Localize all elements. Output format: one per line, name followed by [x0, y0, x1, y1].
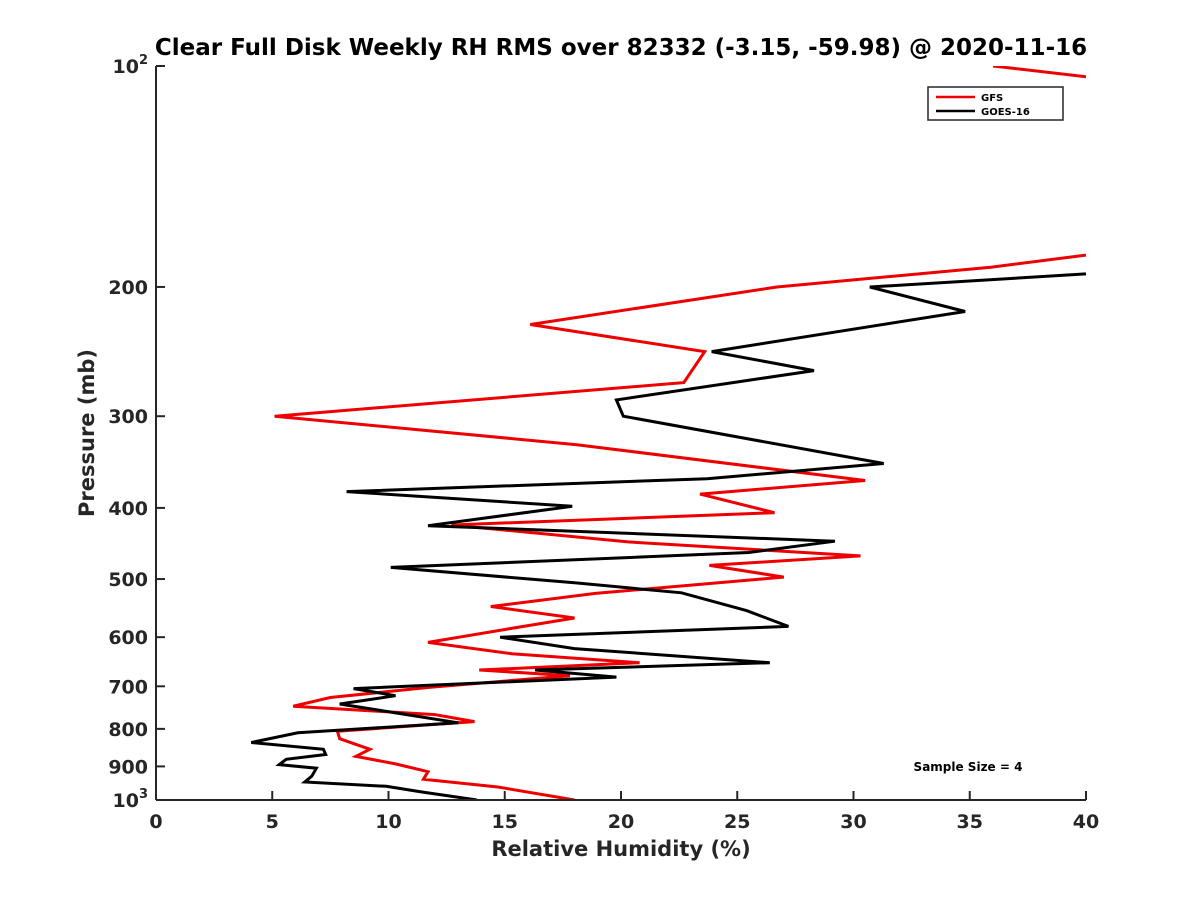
legend-box [927, 86, 1064, 121]
series-line-gfs-segment-2 [274, 253, 1086, 800]
x-axis-label: Relative Humidity (%) [491, 837, 750, 861]
x-tick-label: 0 [149, 811, 162, 833]
chart-title: Clear Full Disk Weekly RH RMS over 82332… [155, 35, 1087, 61]
x-tick-label: 10 [375, 811, 401, 833]
legend-label-goes16: GOES-16 [981, 107, 1030, 118]
x-tick-label: 5 [266, 811, 279, 833]
series-layer [250, 66, 1086, 800]
x-tick-label: 20 [608, 811, 634, 833]
y-tick-label: 103 [113, 787, 149, 812]
x-tick-label: 40 [1073, 811, 1099, 833]
y-tick-label: 900 [108, 756, 148, 778]
y-tick-label: 800 [108, 719, 148, 741]
sample-size-annotation: Sample Size = 4 [914, 760, 1023, 774]
y-axis-label: Pressure (mb) [75, 349, 99, 517]
y-tick-label: 400 [108, 498, 148, 520]
x-tick-label: 35 [957, 811, 983, 833]
legend-label-gfs: GFS [981, 93, 1003, 104]
x-tick-label: 25 [724, 811, 750, 833]
y-tick-label: 102 [113, 53, 149, 78]
x-ticks: 0 5 10 15 20 25 30 35 40 [149, 791, 1099, 833]
y-tick-label: 500 [108, 569, 148, 591]
legend: GFS GOES-16 [927, 86, 1064, 121]
series-line-goes16 [250, 272, 1086, 800]
y-tick-label: 200 [108, 277, 148, 299]
y-tick-label: 600 [108, 627, 148, 649]
y-tick-label: 700 [108, 676, 148, 698]
y-ticks: 102 200 300 400 500 600 700 800 900 103 [108, 53, 165, 812]
y-tick-label: 300 [108, 406, 148, 428]
x-tick-label: 30 [840, 811, 866, 833]
x-tick-label: 15 [492, 811, 518, 833]
series-line-gfs-segment-1 [992, 66, 1086, 79]
